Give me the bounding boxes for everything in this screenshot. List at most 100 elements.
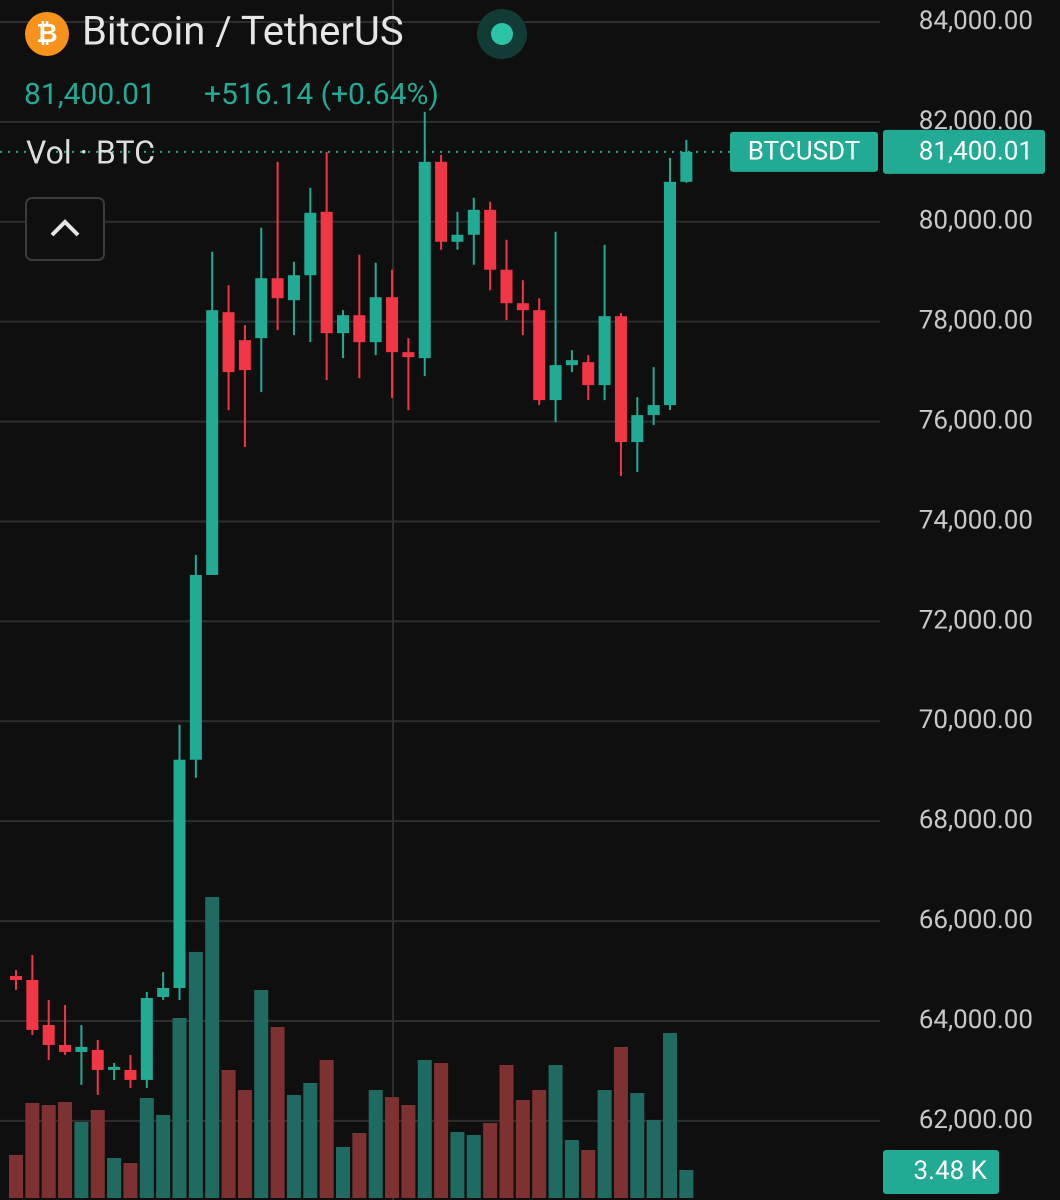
volume-badge xyxy=(883,1150,999,1194)
volume-bars xyxy=(9,897,694,1198)
volume-bar xyxy=(663,1032,677,1198)
volume-bar xyxy=(188,951,203,1198)
candle-body xyxy=(549,365,562,401)
symbol-label: BTCUSDT xyxy=(748,137,860,167)
candle-body xyxy=(386,297,399,353)
candle-body xyxy=(435,161,448,242)
volume-bar xyxy=(237,1090,252,1198)
volume-bar xyxy=(270,1026,285,1198)
candle-body xyxy=(108,1066,121,1070)
volume-bar xyxy=(548,1065,563,1198)
volume-bar xyxy=(336,1146,350,1198)
candle-body xyxy=(369,297,382,343)
y-tick-label: 80,000.00 xyxy=(919,206,1033,236)
candle-body xyxy=(206,310,219,575)
volume-bar xyxy=(417,1060,432,1198)
candle-body xyxy=(664,181,676,406)
candle-body xyxy=(304,212,317,276)
y-tick-label: 66,000.00 xyxy=(919,905,1033,935)
candle-body xyxy=(467,209,480,235)
volume-bar xyxy=(515,1100,530,1198)
volume-bar xyxy=(319,1060,334,1198)
volume-bar xyxy=(41,1104,56,1198)
candle-body xyxy=(287,275,300,301)
y-tick-label: 76,000.00 xyxy=(919,405,1033,435)
volume-bar xyxy=(483,1123,498,1198)
candle-body xyxy=(238,340,251,371)
volume-bar xyxy=(90,1109,105,1198)
chart-title: Bitcoin / TetherUS xyxy=(82,8,404,55)
volume-bar xyxy=(139,1097,154,1198)
volume-bar xyxy=(58,1102,73,1198)
candle-body xyxy=(140,998,153,1080)
volume-bar xyxy=(221,1069,236,1198)
y-tick-label: 84,000.00 xyxy=(919,6,1033,36)
candle-body xyxy=(59,1044,72,1052)
volume-bar xyxy=(434,1062,449,1198)
volume-bar xyxy=(630,1093,645,1198)
volume-bar xyxy=(172,1018,187,1198)
volume-title: Vol · BTC xyxy=(26,133,155,171)
volume-bar xyxy=(9,1154,23,1198)
volume-bar xyxy=(107,1158,122,1198)
candle-body xyxy=(271,278,284,299)
coin-icon xyxy=(25,12,69,56)
volume-bar xyxy=(401,1104,416,1198)
volume-axis-label: 3.48 K xyxy=(914,1156,988,1186)
candle-body xyxy=(10,976,22,981)
volume-bar xyxy=(450,1132,465,1198)
volume-bar xyxy=(303,1083,318,1198)
candle-body xyxy=(75,1046,88,1052)
candle-body xyxy=(516,303,529,311)
y-tick-label: 68,000.00 xyxy=(919,805,1033,835)
y-tick-label: 78,000.00 xyxy=(919,306,1033,336)
volume-bar xyxy=(466,1135,481,1198)
candle-body xyxy=(533,310,546,401)
y-tick-label: 70,000.00 xyxy=(919,705,1033,735)
candle-body xyxy=(337,315,349,334)
volume-bar xyxy=(352,1132,367,1198)
volume-bar xyxy=(646,1119,661,1198)
candle-body xyxy=(402,352,415,358)
y-tick-label: 62,000.00 xyxy=(919,1105,1033,1135)
volume-bar xyxy=(564,1139,579,1198)
candle-body xyxy=(418,161,431,359)
volume-bar xyxy=(123,1163,138,1198)
symbol-badge xyxy=(730,131,878,172)
volume-bar xyxy=(286,1095,301,1198)
volume-bar xyxy=(74,1121,89,1198)
price-badge xyxy=(883,129,1045,174)
volume-bar xyxy=(25,1102,40,1198)
candle-body xyxy=(26,980,39,1030)
candle-body xyxy=(647,405,660,416)
collapse-button[interactable] xyxy=(25,197,105,261)
candle-body xyxy=(451,234,464,242)
volume-bar xyxy=(205,897,220,1198)
candle-body xyxy=(124,1069,137,1080)
volume-bar xyxy=(254,990,269,1198)
candle-body xyxy=(173,759,186,989)
volume-bar xyxy=(679,1170,694,1198)
price-change: +516.14 (+0.64%) xyxy=(204,77,439,112)
candles xyxy=(10,111,693,1095)
volume-bar xyxy=(499,1065,514,1198)
candle-body xyxy=(680,151,693,182)
coin-icon-glyph: ₿ xyxy=(36,19,57,49)
y-tick-label: 74,000.00 xyxy=(919,505,1033,535)
candle-body xyxy=(353,315,366,343)
candle-body xyxy=(614,316,627,443)
candle-body xyxy=(255,278,268,339)
candle-body xyxy=(91,1049,104,1070)
candle-body xyxy=(500,269,513,304)
volume-bar xyxy=(532,1090,547,1198)
candle-body xyxy=(222,312,235,373)
candle-body xyxy=(484,209,497,270)
overlay: BTCUSDT 81,400.01 3.48 K xyxy=(0,129,1045,1194)
y-tick-label: 72,000.00 xyxy=(919,605,1033,635)
status-dot xyxy=(491,23,513,45)
volume-bar xyxy=(597,1090,612,1198)
candle-body xyxy=(582,362,595,386)
volume-bar xyxy=(368,1090,383,1198)
volume-bar xyxy=(613,1046,628,1198)
